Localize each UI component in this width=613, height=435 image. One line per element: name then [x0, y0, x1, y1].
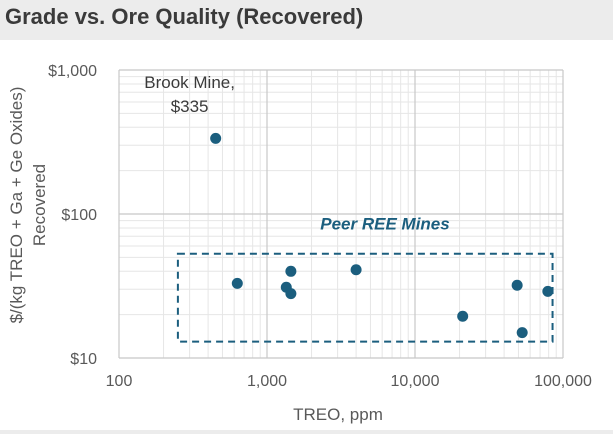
y-tick-label: $10 — [70, 351, 97, 368]
y-tick-label: $100 — [61, 207, 97, 224]
data-point — [457, 310, 469, 322]
bottom-border — [0, 430, 613, 434]
y-axis-title: $/(kg TREO + Ga + Ge Oxides) — [7, 87, 26, 324]
annotation-label: $335 — [171, 97, 209, 116]
x-tick-label: 100,000 — [534, 373, 592, 390]
data-point — [210, 132, 222, 144]
x-tick-label: 1,000 — [247, 373, 287, 390]
scatter-chart: 100 1,000 10,000 100,000 $10 $100 $1,000 TREO, … — [7, 63, 592, 424]
data-point — [285, 265, 297, 277]
y-axis-title: Recovered — [30, 164, 49, 246]
data-point — [516, 327, 528, 339]
data-point — [542, 285, 554, 297]
x-axis-title: TREO, ppm — [293, 405, 383, 424]
y-tick-label: $1,000 — [48, 63, 97, 80]
title-bar: Grade vs. Ore Quality (Recovered) — [0, 0, 613, 40]
data-point — [285, 288, 297, 300]
data-point — [350, 264, 362, 276]
peer-group-label: Peer REE Mines — [320, 215, 449, 234]
data-point — [231, 277, 243, 289]
annotation-label: Brook Mine, — [144, 73, 235, 92]
data-point — [511, 279, 523, 291]
chart-area: 100 1,000 10,000 100,000 $10 $100 $1,000 TREO, … — [0, 40, 613, 430]
peer-group-box — [176, 252, 554, 343]
x-tick-label: 100 — [106, 373, 133, 390]
chart-title: Grade vs. Ore Quality (Recovered) — [5, 4, 364, 29]
x-tick-label: 10,000 — [391, 373, 440, 390]
